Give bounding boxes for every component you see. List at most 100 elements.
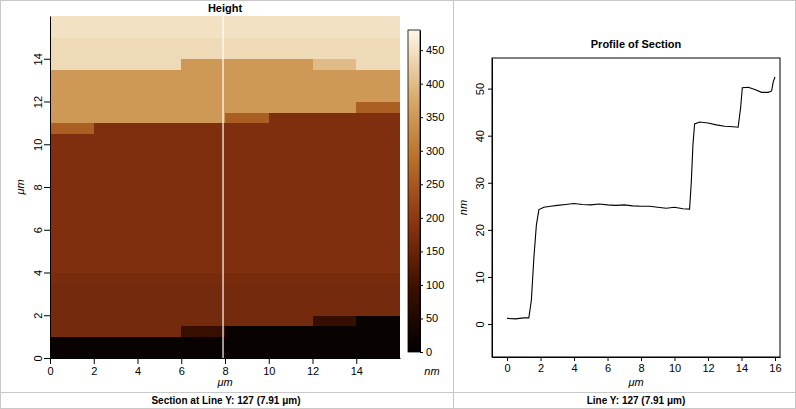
tick-label: 400 [426,78,444,90]
heatmap-cell [94,305,138,316]
heatmap-cell [225,27,269,38]
tick: 400 [420,78,444,90]
tick: 50 [474,83,492,95]
heatmap-cell [50,16,94,27]
heatmap-cell [269,123,313,134]
tick-mark [488,277,492,278]
heatmap-cell [269,315,313,326]
heatmap-cell [94,134,138,145]
tick: 0 [474,321,492,327]
heatmap-cell [313,273,357,284]
tick-label: 50 [474,83,486,95]
heatmap-cell [313,305,357,316]
heatmap-cell [356,273,400,284]
heatmap-cell [138,102,182,113]
tick: 8 [32,184,50,190]
tick: 6 [605,357,611,374]
heatmap-cell [138,219,182,230]
y-axis-title: nm [457,200,469,215]
profile-line [507,77,775,319]
heatmap-cell [94,273,138,284]
tick: 4 [571,357,577,374]
heatmap-cell [138,283,182,294]
heatmap-cell [138,187,182,198]
heatmap-cell [313,315,357,326]
heatmap-cell [269,240,313,251]
tick-label: 6 [179,365,185,377]
heatmap-cell [50,198,94,209]
heatmap-cell [225,294,269,305]
heatmap-cell [181,59,225,70]
heatmap-cell [225,187,269,198]
heatmap-cell [138,155,182,166]
heatmap-cell [269,27,313,38]
heatmap-cell [50,48,94,59]
y-axis-title: μm [14,179,26,195]
heatmap-cell [269,219,313,230]
heatmap-cell [313,347,357,358]
heatmap-cell [313,219,357,230]
heatmap-cell [313,16,357,27]
heatmap-cell [356,59,400,70]
panel-border [1,1,796,409]
heatmap-cell [138,294,182,305]
heatmap-cell [50,155,94,166]
tick-mark [708,357,709,361]
axis: 050100150200250300350400450 [420,31,444,359]
heatmap-cell [94,166,138,177]
heatmap-cell [313,187,357,198]
tick: 6 [179,358,185,377]
heatmap-cell [225,251,269,262]
tick-mark [313,358,314,364]
heatmap-cell [269,208,313,219]
heatmap-cell [225,240,269,251]
heatmap-cell [94,315,138,326]
heatmap-cell [138,69,182,80]
tick-mark [488,324,492,325]
heatmap-cell [138,305,182,316]
heatmap-cell [50,294,94,305]
tick: 0 [32,355,50,361]
heatmap-cell [269,273,313,284]
heatmap-cell [269,102,313,113]
heatmap-cell [356,37,400,48]
tick-label: 150 [426,245,444,257]
heatmap-cell [356,198,400,209]
heatmap-cell [50,166,94,177]
x-axis-title: μm [216,376,232,388]
heatmap-cell [138,27,182,38]
heatmap-cell [269,326,313,337]
heatmap-cell [313,326,357,337]
heatmap-cell [181,262,225,273]
heatmap-cell [50,91,94,102]
heatmap-cell [181,91,225,102]
heatmap-cell [269,176,313,187]
tick-label: 250 [426,178,444,190]
heatmap-cell [50,283,94,294]
heatmap-area [50,16,400,358]
heatmap-cell [50,230,94,241]
tick-mark [488,230,492,231]
tick-label: 12 [702,362,714,374]
heatmap-cell [138,166,182,177]
heatmap-cell [50,27,94,38]
heatmap-cell [356,69,400,80]
heatmap-cell [94,27,138,38]
tick-label: 8 [222,365,228,377]
heatmap-cell [356,91,400,102]
heatmap-cell [181,315,225,326]
heatmap-cell [181,305,225,316]
heatmap-cell [356,27,400,38]
heatmap-cell [138,337,182,348]
heatmap-cell [269,48,313,59]
heatmap-cell [225,91,269,102]
heatmap-cell [94,59,138,70]
heatmap-cell [225,337,269,348]
heatmap-cell [181,337,225,348]
tick: 10 [263,358,275,377]
heatmap-cell [181,37,225,48]
heatmap-cell [269,347,313,358]
tick-label: 10 [669,362,681,374]
heatmap-cell [138,80,182,91]
heatmap-cell [94,294,138,305]
